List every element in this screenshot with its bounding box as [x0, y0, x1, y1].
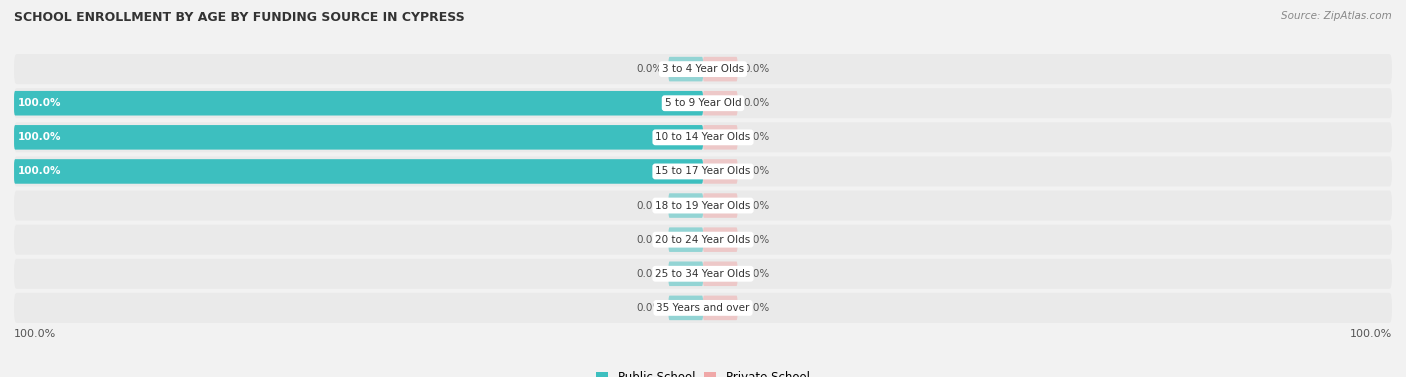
- Text: 0.0%: 0.0%: [742, 166, 769, 176]
- Text: 0.0%: 0.0%: [742, 303, 769, 313]
- Text: 0.0%: 0.0%: [742, 132, 769, 143]
- FancyBboxPatch shape: [703, 227, 738, 252]
- FancyBboxPatch shape: [14, 156, 1392, 187]
- Text: 100.0%: 100.0%: [14, 329, 56, 339]
- Text: 0.0%: 0.0%: [637, 303, 664, 313]
- Text: 5 to 9 Year Old: 5 to 9 Year Old: [665, 98, 741, 108]
- FancyBboxPatch shape: [14, 293, 1392, 323]
- Text: 20 to 24 Year Olds: 20 to 24 Year Olds: [655, 234, 751, 245]
- Text: 100.0%: 100.0%: [17, 132, 60, 143]
- Text: SCHOOL ENROLLMENT BY AGE BY FUNDING SOURCE IN CYPRESS: SCHOOL ENROLLMENT BY AGE BY FUNDING SOUR…: [14, 11, 465, 24]
- FancyBboxPatch shape: [669, 227, 703, 252]
- Text: 100.0%: 100.0%: [17, 166, 60, 176]
- Text: 35 Years and over: 35 Years and over: [657, 303, 749, 313]
- FancyBboxPatch shape: [14, 190, 1392, 221]
- FancyBboxPatch shape: [14, 259, 1392, 289]
- FancyBboxPatch shape: [703, 159, 738, 184]
- Text: 25 to 34 Year Olds: 25 to 34 Year Olds: [655, 269, 751, 279]
- FancyBboxPatch shape: [703, 262, 738, 286]
- FancyBboxPatch shape: [669, 193, 703, 218]
- Text: 100.0%: 100.0%: [17, 98, 60, 108]
- Text: 0.0%: 0.0%: [637, 269, 664, 279]
- FancyBboxPatch shape: [703, 296, 738, 320]
- FancyBboxPatch shape: [669, 296, 703, 320]
- FancyBboxPatch shape: [703, 125, 738, 150]
- Text: 100.0%: 100.0%: [1350, 329, 1392, 339]
- Text: 0.0%: 0.0%: [637, 234, 664, 245]
- FancyBboxPatch shape: [669, 262, 703, 286]
- Text: Source: ZipAtlas.com: Source: ZipAtlas.com: [1281, 11, 1392, 21]
- FancyBboxPatch shape: [14, 159, 703, 184]
- FancyBboxPatch shape: [14, 54, 1392, 84]
- Text: 3 to 4 Year Olds: 3 to 4 Year Olds: [662, 64, 744, 74]
- Text: 15 to 17 Year Olds: 15 to 17 Year Olds: [655, 166, 751, 176]
- Legend: Public School, Private School: Public School, Private School: [592, 366, 814, 377]
- Text: 0.0%: 0.0%: [742, 269, 769, 279]
- FancyBboxPatch shape: [14, 122, 1392, 152]
- FancyBboxPatch shape: [14, 125, 703, 150]
- FancyBboxPatch shape: [14, 88, 1392, 118]
- Text: 0.0%: 0.0%: [742, 64, 769, 74]
- Text: 18 to 19 Year Olds: 18 to 19 Year Olds: [655, 201, 751, 211]
- Text: 0.0%: 0.0%: [637, 64, 664, 74]
- FancyBboxPatch shape: [703, 193, 738, 218]
- Text: 10 to 14 Year Olds: 10 to 14 Year Olds: [655, 132, 751, 143]
- Text: 0.0%: 0.0%: [742, 201, 769, 211]
- Text: 0.0%: 0.0%: [742, 98, 769, 108]
- FancyBboxPatch shape: [703, 57, 738, 81]
- Text: 0.0%: 0.0%: [742, 234, 769, 245]
- FancyBboxPatch shape: [14, 225, 1392, 255]
- Text: 0.0%: 0.0%: [637, 201, 664, 211]
- FancyBboxPatch shape: [669, 57, 703, 81]
- FancyBboxPatch shape: [14, 91, 703, 115]
- FancyBboxPatch shape: [703, 91, 738, 115]
